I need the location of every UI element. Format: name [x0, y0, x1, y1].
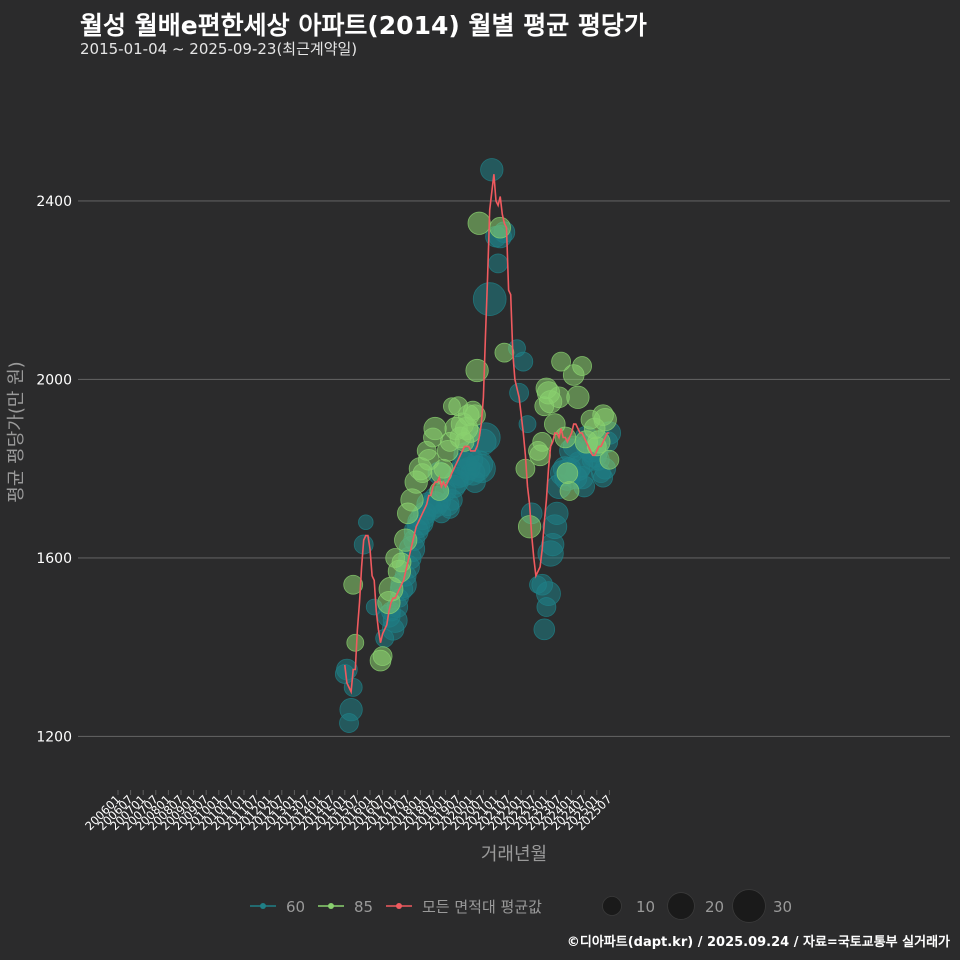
legend-item-avg: 모든 면적대 평균값 [386, 898, 542, 916]
point-series-85 [532, 432, 553, 452]
legend-label: 60 [286, 898, 305, 916]
point-series-60 [513, 351, 534, 372]
point-series-85 [559, 481, 580, 501]
point-series-85 [467, 211, 491, 235]
legend-size-circle [667, 892, 695, 920]
y-tick-label: 1200 [36, 729, 72, 745]
y-tick-label: 2400 [36, 194, 72, 210]
point-series-85 [494, 342, 515, 363]
grid-layer [78, 200, 950, 738]
point-series-85 [551, 351, 571, 372]
point-series-85 [548, 386, 570, 409]
x-axis-title: 거래년월 [481, 844, 547, 865]
legend-swatch-dot [396, 903, 402, 909]
point-series-85 [418, 448, 440, 471]
legend-item-60: 60 [250, 898, 305, 916]
point-series-60 [480, 158, 504, 182]
point-series-85 [566, 385, 590, 409]
point-series-85 [346, 633, 365, 652]
y-axis-title: 평균 평당가(만 원) [6, 361, 27, 502]
point-series-85 [465, 358, 489, 383]
point-series-85 [587, 430, 611, 454]
point-series-85 [599, 449, 620, 470]
avg-price-line [344, 174, 610, 695]
legend-label: 85 [354, 898, 373, 916]
point-series-85 [572, 356, 592, 376]
point-series-60 [358, 514, 374, 530]
point-series-60 [343, 677, 363, 697]
point-series-60 [339, 698, 363, 722]
legend-size-10: 10 [602, 896, 655, 916]
point-series-60 [466, 454, 496, 484]
point-series-60 [488, 253, 508, 274]
legend: 60 85 모든 면적대 평균값 10 20 30 [250, 889, 792, 923]
legend-item-85: 85 [318, 898, 373, 916]
source-caption: ©디아파트(dapt.kr) / 2025.09.24 / 자료=국토교통부 실… [566, 935, 950, 950]
legend-size-circle [602, 896, 622, 916]
point-series-60 [472, 282, 507, 316]
y-tick-label: 2000 [36, 372, 72, 388]
point-series-60 [533, 618, 556, 641]
legend-size-20: 20 [667, 892, 724, 920]
point-series-85 [556, 462, 579, 484]
point-series-85 [460, 423, 481, 443]
axis-layer: 1200160020002400200601200607200701200707… [6, 194, 615, 865]
chart-title: 월성 월배e편한세상 아파트(2014) 월별 평균 평당가 [80, 11, 647, 40]
legend-label: 모든 면적대 평균값 [422, 898, 542, 916]
legend-swatch-dot [260, 903, 266, 909]
legend-size-label: 30 [773, 898, 792, 916]
point-series-85 [593, 407, 617, 432]
point-series-85 [343, 574, 364, 595]
legend-size-circle [732, 889, 766, 923]
point-series-60 [536, 581, 561, 607]
point-series-85 [372, 646, 393, 667]
legend-size-label: 10 [636, 898, 655, 916]
legend-size-label: 20 [705, 898, 724, 916]
point-series-60 [545, 501, 569, 525]
chart-subtitle: 2015-01-04 ~ 2025-09-23(최근계약일) [80, 40, 358, 58]
point-series-85 [464, 404, 486, 426]
avg-line-layer [344, 174, 610, 695]
point-series-85 [517, 515, 542, 539]
legend-swatch-dot [328, 903, 334, 909]
legend-size-30: 30 [732, 889, 792, 923]
y-tick-label: 1600 [36, 551, 72, 567]
